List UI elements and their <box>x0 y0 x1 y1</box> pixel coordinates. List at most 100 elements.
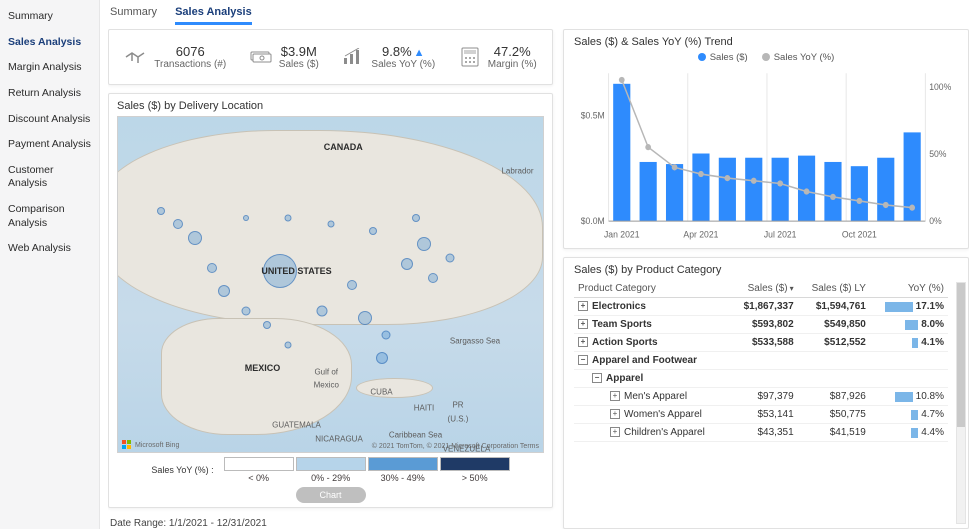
expand-icon[interactable]: + <box>578 301 588 311</box>
sidebar-item-discount-analysis[interactable]: Discount Analysis <box>0 107 99 133</box>
table-scrollbar-thumb[interactable] <box>957 283 965 427</box>
yoy-bar <box>912 338 919 348</box>
cell-yoy: 8.0% <box>870 316 948 334</box>
table-card: Sales ($) by Product Category Product Ca… <box>563 257 969 529</box>
map-bubble[interactable] <box>243 215 249 221</box>
category-label: Women's Apparel <box>624 409 702 420</box>
map-bubble[interactable] <box>327 221 334 228</box>
table-row[interactable]: +Men's Apparel$97,379$87,92610.8% <box>574 388 948 406</box>
col-yoy[interactable]: YoY (%) <box>870 280 948 298</box>
category-table: Product Category Sales ($)▾ Sales ($) LY… <box>574 280 948 442</box>
trend-card: Sales ($) & Sales YoY (%) Trend Sales ($… <box>563 29 969 249</box>
map-label: HAITI <box>414 404 434 413</box>
legend-swatch-label: > 50% <box>462 473 488 483</box>
col-sales-ly[interactable]: Sales ($) LY <box>798 280 870 298</box>
kpi-margin-label: Margin (%) <box>488 59 537 70</box>
map-chart-button[interactable]: Chart <box>296 487 366 503</box>
map-bubble[interactable] <box>173 219 183 229</box>
table-row[interactable]: +Action Sports$533,588$512,5524.1% <box>574 334 948 352</box>
cell-sales: $53,141 <box>730 406 797 424</box>
map-bubble[interactable] <box>347 280 357 290</box>
cell-sales-ly <box>798 370 870 388</box>
expand-icon[interactable]: + <box>610 427 620 437</box>
yoy-bar <box>895 392 913 402</box>
sidebar-item-customer-analysis[interactable]: Customer Analysis <box>0 158 99 197</box>
map-label: GUATEMALA <box>272 421 321 430</box>
map-legend-title: Sales YoY (%) : <box>151 465 213 475</box>
expand-icon[interactable]: + <box>610 391 620 401</box>
table-row[interactable]: +Team Sports$593,802$549,8508.0% <box>574 316 948 334</box>
cell-sales <box>730 370 797 388</box>
sidebar-item-summary[interactable]: Summary <box>0 4 99 30</box>
sidebar-item-margin-analysis[interactable]: Margin Analysis <box>0 55 99 81</box>
map-bubble[interactable] <box>317 306 328 317</box>
sidebar-item-payment-analysis[interactable]: Payment Analysis <box>0 132 99 158</box>
svg-text:50%: 50% <box>929 149 946 159</box>
kpi-transactions: 6076 Transactions (#) <box>124 44 226 70</box>
map-bubble[interactable] <box>218 285 230 297</box>
map-bubble[interactable] <box>401 258 413 270</box>
kpi-sales: $3.9M Sales ($) <box>249 44 319 70</box>
category-label: Men's Apparel <box>624 391 687 402</box>
expand-icon[interactable]: + <box>610 409 620 419</box>
map-bubble[interactable] <box>207 263 217 273</box>
category-label: Action Sports <box>592 337 658 348</box>
map-bubble[interactable] <box>241 307 250 316</box>
trend-legend: Sales ($) Sales YoY (%) <box>574 52 958 63</box>
map-bubble[interactable] <box>285 214 292 221</box>
map-bubble[interactable] <box>445 253 454 262</box>
map-bubble[interactable] <box>188 231 202 245</box>
map-legend: Sales YoY (%) : < 0%0% - 29%30% - 49%> 5… <box>117 453 544 485</box>
map-label: (U.S.) <box>448 414 469 423</box>
map-bubble[interactable] <box>428 273 438 283</box>
legend-swatch[interactable] <box>440 457 510 471</box>
table-row[interactable]: −Apparel <box>574 370 948 388</box>
map-bubble[interactable] <box>381 330 390 339</box>
legend-swatch[interactable] <box>224 457 294 471</box>
map-visual[interactable]: Microsoft Bing © 2021 TomTom, © 2021 Mic… <box>117 116 544 453</box>
cell-sales-ly: $549,850 <box>798 316 870 334</box>
map-bubble[interactable] <box>376 352 388 364</box>
sidebar-item-web-analysis[interactable]: Web Analysis <box>0 236 99 262</box>
cell-sales-ly: $87,926 <box>798 388 870 406</box>
table-scrollbar[interactable] <box>956 282 966 524</box>
map-bubble[interactable] <box>412 214 420 222</box>
svg-text:Apr 2021: Apr 2021 <box>683 229 718 239</box>
trend-chart[interactable]: $0.0M$0.5M0%50%100%Jan 2021Apr 2021Jul 2… <box>574 67 958 244</box>
expand-icon[interactable]: + <box>578 337 588 347</box>
tab-summary[interactable]: Summary <box>110 6 157 25</box>
map-bubble[interactable] <box>358 311 372 325</box>
table-row[interactable]: +Women's Apparel$53,141$50,7754.7% <box>574 406 948 424</box>
kpi-sales-value: $3.9M <box>279 44 319 59</box>
table-row[interactable]: +Children's Apparel$43,351$41,5194.4% <box>574 424 948 442</box>
sidebar: Summary Sales Analysis Margin Analysis R… <box>0 0 100 529</box>
map-bubble[interactable] <box>263 321 271 329</box>
map-bubble[interactable] <box>417 237 431 251</box>
svg-text:$0.0M: $0.0M <box>581 216 605 226</box>
table-row[interactable]: +Electronics$1,867,337$1,594,76117.1% <box>574 298 948 316</box>
kpi-yoy: 9.8%▲ Sales YoY (%) <box>341 44 435 70</box>
tab-sales-analysis[interactable]: Sales Analysis <box>175 6 252 25</box>
collapse-icon[interactable]: − <box>578 355 588 365</box>
col-sales[interactable]: Sales ($)▾ <box>730 280 797 298</box>
map-label: Gulf of <box>314 367 338 376</box>
map-bubble[interactable] <box>285 341 292 348</box>
svg-text:Jul 2021: Jul 2021 <box>764 229 797 239</box>
sidebar-item-comparison-analysis[interactable]: Comparison Analysis <box>0 197 99 236</box>
expand-icon[interactable]: + <box>578 319 588 329</box>
table-row[interactable]: −Apparel and Footwear <box>574 352 948 370</box>
map-label: Sargasso Sea <box>450 337 500 346</box>
legend-swatch[interactable] <box>368 457 438 471</box>
collapse-icon[interactable]: − <box>592 373 602 383</box>
legend-swatch[interactable] <box>296 457 366 471</box>
cell-sales: $43,351 <box>730 424 797 442</box>
trend-title: Sales ($) & Sales YoY (%) Trend <box>574 36 958 48</box>
cell-sales-ly: $1,594,761 <box>798 298 870 316</box>
category-label: Children's Apparel <box>624 427 705 438</box>
sidebar-item-return-analysis[interactable]: Return Analysis <box>0 81 99 107</box>
sidebar-item-sales-analysis[interactable]: Sales Analysis <box>0 30 99 56</box>
bing-icon <box>122 440 132 450</box>
col-category[interactable]: Product Category <box>574 280 730 298</box>
map-bubble[interactable] <box>369 227 377 235</box>
map-bubble[interactable] <box>157 207 165 215</box>
